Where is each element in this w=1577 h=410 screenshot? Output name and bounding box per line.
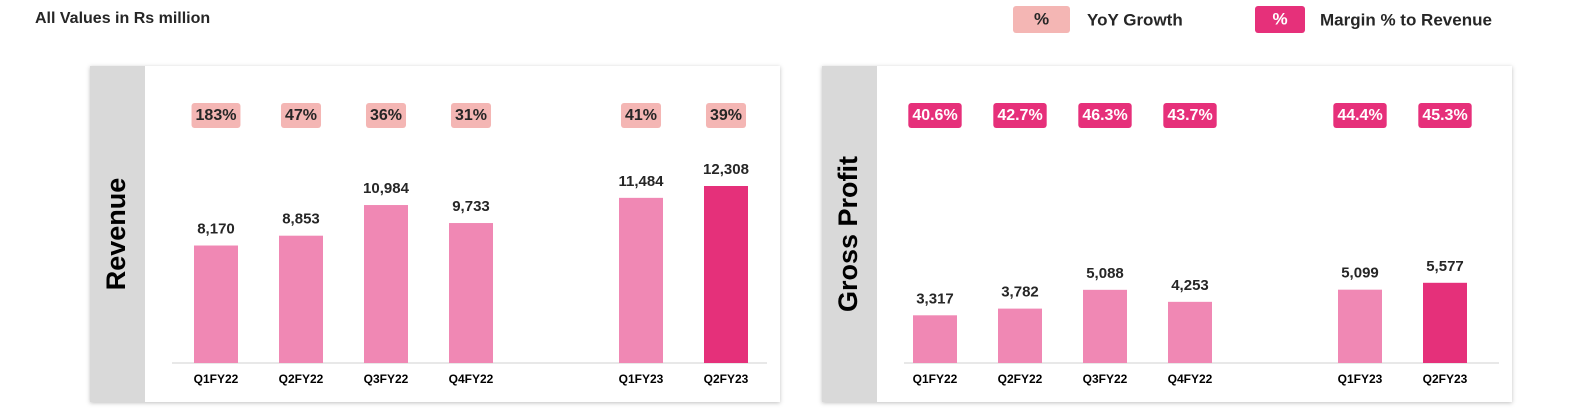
annotation-box xyxy=(908,103,962,128)
value-label: 4,253 xyxy=(1171,277,1209,294)
x-tick-label: Q1FY22 xyxy=(194,372,239,386)
annotation: 41% xyxy=(625,107,657,124)
bar xyxy=(279,235,323,363)
annotation: 46.3% xyxy=(1082,107,1127,124)
value-label: 5,088 xyxy=(1086,265,1124,282)
x-tick-label: Q3FY22 xyxy=(1083,372,1128,386)
annotation-box xyxy=(705,103,747,128)
annotation: 183% xyxy=(196,107,237,124)
annotation-box xyxy=(450,103,492,128)
x-tick-label: Q2FY22 xyxy=(998,372,1043,386)
x-tick-label: Q4FY22 xyxy=(449,372,494,386)
annotation: 45.3% xyxy=(1422,107,1467,124)
annotation: 36% xyxy=(370,107,402,124)
bar xyxy=(1083,289,1127,363)
value-label: 9,733 xyxy=(452,198,490,215)
annotation: 31% xyxy=(455,107,487,124)
annotation-box xyxy=(191,103,241,128)
annotation: 40.6% xyxy=(912,107,957,124)
legend-swatch xyxy=(1255,6,1305,33)
value-label: 8,170 xyxy=(197,220,235,237)
annotation: 39% xyxy=(710,107,742,124)
value-label: 10,984 xyxy=(363,180,410,197)
annotation: 44.4% xyxy=(1337,107,1382,124)
bar xyxy=(1423,282,1467,363)
annotation-box xyxy=(620,103,662,128)
annotation-box xyxy=(280,103,322,128)
annotation-box xyxy=(1418,103,1472,128)
value-label: 11,484 xyxy=(618,173,664,190)
value-label: 5,577 xyxy=(1426,258,1464,275)
annotation-box xyxy=(993,103,1047,128)
bar xyxy=(1168,301,1212,363)
legend-swatch xyxy=(1013,6,1070,33)
x-tick-label: Q4FY22 xyxy=(1168,372,1213,386)
bar xyxy=(194,245,238,363)
page-title: All Values in Rs million xyxy=(35,10,210,27)
x-tick-label: Q2FY23 xyxy=(704,372,749,386)
bar xyxy=(998,308,1042,363)
bar xyxy=(1338,289,1382,363)
bar xyxy=(704,186,748,363)
annotation-box xyxy=(1163,103,1217,128)
annotation-box xyxy=(365,103,407,128)
x-tick-label: Q3FY22 xyxy=(364,372,409,386)
legend-symbol: % xyxy=(1034,9,1049,28)
bar xyxy=(913,315,957,363)
annotation-box xyxy=(1078,103,1132,128)
bar xyxy=(619,197,663,363)
annotation: 47% xyxy=(285,107,317,124)
x-tick-label: Q2FY22 xyxy=(279,372,324,386)
value-label: 3,317 xyxy=(916,290,954,307)
legend-label: Margin % to Revenue xyxy=(1320,10,1492,29)
bar xyxy=(449,223,493,363)
x-tick-label: Q1FY23 xyxy=(619,372,664,386)
x-tick-label: Q1FY22 xyxy=(913,372,958,386)
chart-title: Revenue xyxy=(101,178,131,291)
legend-label: YoY Growth xyxy=(1087,10,1183,29)
x-tick-label: Q2FY23 xyxy=(1423,372,1468,386)
bar xyxy=(364,205,408,363)
panel-strip xyxy=(90,66,145,402)
value-label: 3,782 xyxy=(1001,284,1039,301)
x-tick-label: Q1FY23 xyxy=(1338,372,1383,386)
panel-strip xyxy=(822,66,877,402)
legend-symbol: % xyxy=(1272,9,1287,28)
annotation-box xyxy=(1333,103,1387,128)
annotation: 43.7% xyxy=(1167,107,1212,124)
value-label: 12,308 xyxy=(703,161,749,178)
chart-title: Gross Profit xyxy=(833,156,863,312)
annotation: 42.7% xyxy=(997,107,1042,124)
value-label: 5,099 xyxy=(1341,265,1379,282)
value-label: 8,853 xyxy=(282,211,320,228)
